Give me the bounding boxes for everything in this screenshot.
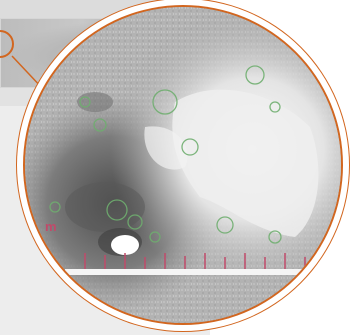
scale-label: m xyxy=(45,219,57,234)
magnified-micrograph xyxy=(25,7,341,323)
magnifier-lens[interactable]: m xyxy=(25,7,341,323)
